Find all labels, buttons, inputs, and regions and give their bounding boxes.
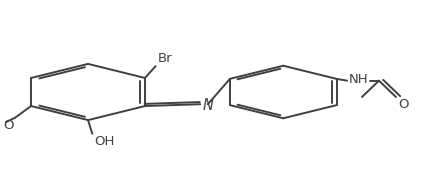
Text: NH: NH — [347, 73, 367, 86]
Text: Br: Br — [157, 52, 172, 65]
Text: OH: OH — [94, 135, 114, 148]
Text: O: O — [397, 98, 408, 111]
Text: O: O — [3, 119, 14, 132]
Text: N: N — [202, 98, 213, 113]
